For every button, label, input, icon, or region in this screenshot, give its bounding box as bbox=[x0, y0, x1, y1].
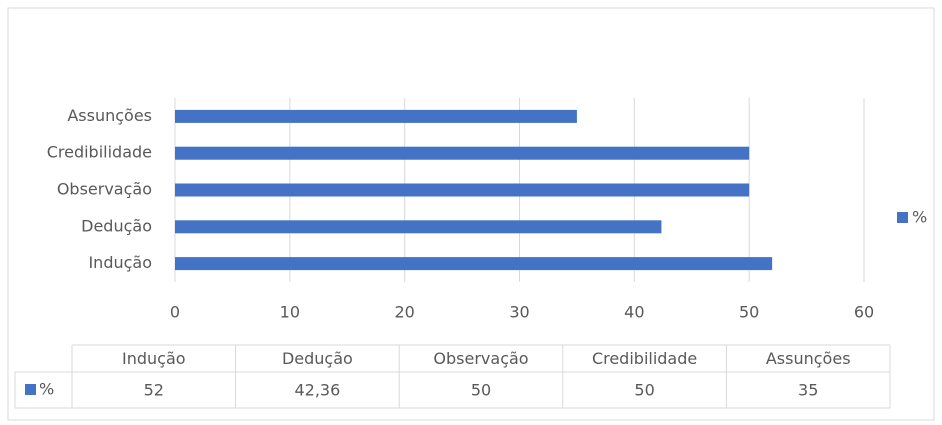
table-legend-label: % bbox=[39, 380, 54, 399]
x-tick-label: 0 bbox=[170, 303, 180, 322]
table-legend-key bbox=[25, 384, 36, 395]
y-tick-label: Credibilidade bbox=[47, 143, 152, 162]
x-tick-label: 60 bbox=[854, 303, 874, 322]
bar bbox=[175, 220, 662, 234]
x-tick-label: 40 bbox=[624, 303, 644, 322]
table-header: Dedução bbox=[282, 349, 353, 368]
x-tick-label: 20 bbox=[394, 303, 414, 322]
table-value: 52 bbox=[144, 381, 164, 400]
x-tick-label: 50 bbox=[739, 303, 759, 322]
bar bbox=[175, 257, 773, 271]
x-tick-label: 10 bbox=[280, 303, 300, 322]
chart-border bbox=[7, 7, 935, 421]
table-value: 50 bbox=[471, 381, 491, 400]
legend-key bbox=[897, 212, 908, 223]
bar bbox=[175, 109, 577, 123]
x-tick-label: 30 bbox=[509, 303, 529, 322]
y-tick-label: Dedução bbox=[81, 216, 152, 235]
table-value: 50 bbox=[634, 381, 654, 400]
y-tick-label: Observação bbox=[57, 180, 152, 199]
table-value: 42,36 bbox=[294, 381, 340, 400]
y-tick-label: Indução bbox=[88, 253, 152, 272]
bar bbox=[175, 183, 750, 197]
table-header: Assunções bbox=[766, 349, 851, 368]
table-header: Observação bbox=[433, 349, 528, 368]
y-tick-label: Assunções bbox=[67, 106, 152, 125]
table-header: Indução bbox=[122, 349, 186, 368]
legend-label: % bbox=[912, 208, 927, 227]
table-header: Credibilidade bbox=[592, 349, 697, 368]
table-value: 35 bbox=[798, 381, 818, 400]
bar bbox=[175, 146, 750, 160]
